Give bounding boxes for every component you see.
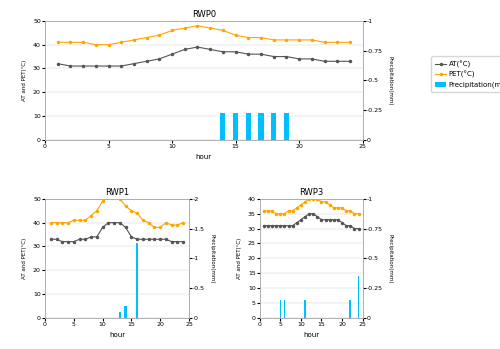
Y-axis label: Precipitation(mm): Precipitation(mm) [388,55,392,105]
Bar [246,113,251,140]
Bar [280,300,281,318]
X-axis label: hour: hour [303,332,320,338]
Bar [258,113,264,140]
Bar [118,312,121,318]
X-axis label: hour: hour [109,332,125,338]
Bar [220,113,226,140]
Title: RWP0: RWP0 [192,10,216,19]
Bar [271,113,276,140]
Bar [350,300,351,318]
X-axis label: hour: hour [196,154,212,160]
Bar [304,300,306,318]
Y-axis label: AT and PET(°C): AT and PET(°C) [237,238,242,279]
Bar [284,300,286,318]
Bar [124,306,127,318]
Y-axis label: AT and PET(°C): AT and PET(°C) [22,60,28,101]
Legend: AT(°C), PET(°C), Precipitation(mm): AT(°C), PET(°C), Precipitation(mm) [431,56,500,92]
Y-axis label: Precipitation(mm): Precipitation(mm) [388,233,392,283]
Bar [233,113,238,140]
Bar [136,244,138,318]
Title: RWP1: RWP1 [105,188,129,197]
Title: RWP3: RWP3 [299,188,324,197]
Y-axis label: AT and PET(°C): AT and PET(°C) [22,238,28,279]
Y-axis label: Precipitation(mm): Precipitation(mm) [210,233,215,283]
Bar [358,276,360,318]
Bar [284,113,289,140]
